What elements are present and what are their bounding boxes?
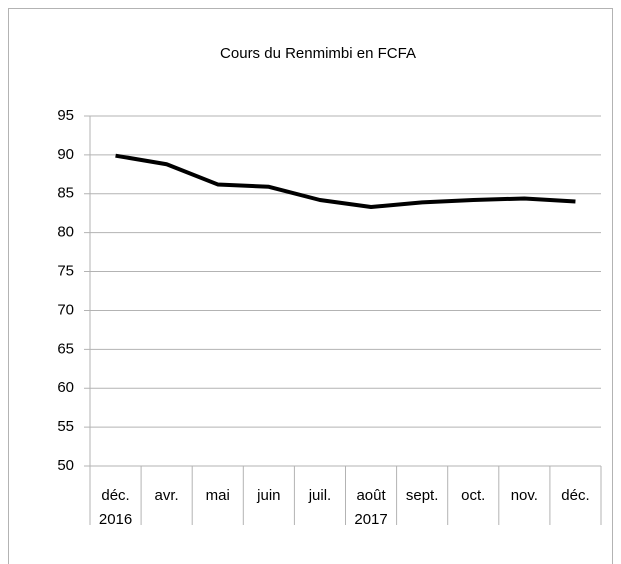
x-tick-label: oct. (461, 487, 485, 504)
x-tick-label: juin (256, 487, 280, 504)
y-tick-label: 60 (57, 379, 74, 396)
x-tick-label: déc. (101, 487, 129, 504)
chart-title: Cours du Renmimbi en FCFA (220, 45, 416, 62)
y-tick-label: 85 (57, 185, 74, 202)
y-tick-label: 50 (57, 457, 74, 474)
x-tick-label: juil. (308, 487, 332, 504)
y-tick-label: 65 (57, 340, 74, 357)
x-group-label: 2016 (99, 511, 132, 528)
x-tick-label: août (356, 487, 386, 504)
y-tick-label: 90 (57, 146, 74, 163)
chart-frame (8, 8, 613, 564)
x-tick-label: sept. (406, 487, 439, 504)
x-tick-label: avr. (155, 487, 179, 504)
x-tick-label: mai (206, 487, 230, 504)
data-line (115, 153, 576, 209)
y-tick-label: 70 (57, 301, 74, 318)
y-tick-label: 75 (57, 263, 74, 280)
y-tick-label: 55 (57, 418, 74, 435)
y-tick-label: 80 (57, 224, 74, 241)
x-group-label: 2017 (354, 511, 387, 528)
x-tick-label: déc. (561, 487, 589, 504)
x-tick-label: nov. (511, 487, 538, 504)
y-tick-label: 95 (57, 107, 74, 124)
